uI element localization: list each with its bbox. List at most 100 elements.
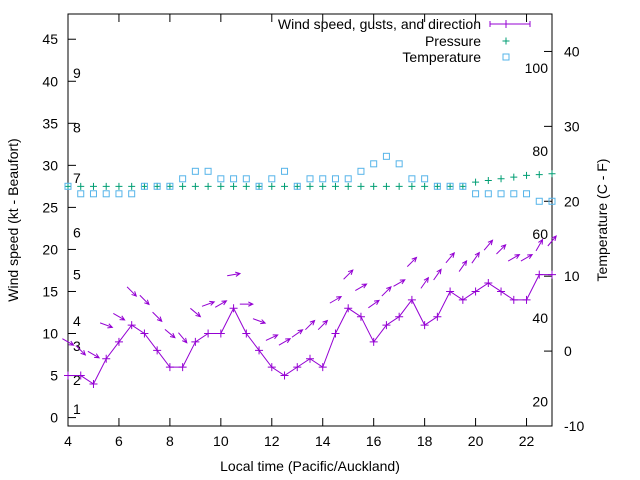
temperature-point <box>77 190 85 198</box>
pressure-point <box>344 182 352 190</box>
temperature-point <box>204 167 212 175</box>
temperature-point <box>331 175 339 183</box>
temperature-point <box>535 197 543 205</box>
y-axis-right-label: Temperature (C - F) <box>594 159 610 282</box>
wind-gust-arrow <box>445 251 456 264</box>
wind-speed-point <box>127 321 136 330</box>
wind-speed-point <box>471 287 480 296</box>
y-right-tick-label: 0 <box>564 343 572 359</box>
temperature-point <box>230 175 238 183</box>
wind-gust-arrow <box>317 319 329 331</box>
x-tick-label: 12 <box>264 433 280 449</box>
y-axis-left-label: Wind speed (kt - Beaufort) <box>5 138 21 301</box>
wind-gust-arrow <box>201 300 216 307</box>
y-left-tick-label: 45 <box>42 31 58 47</box>
pressure-point <box>446 182 454 190</box>
y-left-tick-label: 5 <box>50 368 58 384</box>
pressure-point <box>268 182 276 190</box>
fahrenheit-label: 40 <box>532 310 548 326</box>
wind-speed-point <box>204 329 213 338</box>
wind-gust-arrow <box>520 254 534 262</box>
wind-speed-point <box>331 329 340 338</box>
beaufort-label: 9 <box>73 65 81 81</box>
x-tick-label: 8 <box>166 433 174 449</box>
pressure-point <box>115 182 123 190</box>
wind-speed-point <box>318 363 327 372</box>
wind-speed-point <box>216 329 225 338</box>
wind-speed-point <box>535 270 544 279</box>
wind-gust-arrow <box>291 329 304 338</box>
wind-speed-point <box>369 337 378 346</box>
legend-temperature-swatch <box>502 53 510 61</box>
beaufort-label: 2 <box>73 372 81 388</box>
wind-gust-arrow <box>252 318 267 325</box>
temperature-point <box>115 190 123 198</box>
wind-speed-point <box>114 337 123 346</box>
beaufort-label: 1 <box>73 401 81 417</box>
wind-gust-arrow <box>355 283 368 291</box>
pressure-point <box>395 182 403 190</box>
pressure-point <box>459 182 467 190</box>
wind-speed-point <box>433 312 442 321</box>
temperature-point <box>268 175 276 183</box>
wind-speed-point <box>344 304 353 313</box>
wind-speed-point <box>153 346 162 355</box>
wind-gust-arrow <box>99 322 114 329</box>
wind-gust-arrow <box>75 345 87 356</box>
pressure-point <box>89 182 97 190</box>
wind-gust-arrow <box>305 319 316 331</box>
temperature-point <box>293 182 301 190</box>
temperature-point <box>281 167 289 175</box>
y-left-tick-label: 35 <box>42 115 58 131</box>
y-left-tick-label: 0 <box>50 410 58 426</box>
y-right-tick-label: 40 <box>564 43 580 59</box>
wind-speed-point <box>64 371 72 380</box>
temperature-point <box>497 190 505 198</box>
pressure-point <box>153 182 161 190</box>
axis-labels: Local time (Pacific/Auckland) Wind speed… <box>5 138 610 474</box>
temperature-point <box>217 175 225 183</box>
pressure-point <box>191 182 199 190</box>
pressure-point <box>281 182 289 190</box>
wind-speed-point <box>407 295 416 304</box>
pressure-point <box>242 182 250 190</box>
beaufort-label: 6 <box>73 225 81 241</box>
wind-speed-point <box>165 363 174 372</box>
pressure-point <box>128 182 136 190</box>
wind-gust-arrow <box>87 350 101 359</box>
y-right-tick-label: 20 <box>564 193 580 209</box>
wind-gust-arrow <box>368 299 380 309</box>
temperature-point <box>433 182 441 190</box>
temperature-point <box>64 182 72 190</box>
pressure-point <box>319 182 327 190</box>
axis-ticks: 4 6 8 10 12 14 16 18 20 22051015202530354045-1001… <box>42 14 584 449</box>
fahrenheit-label: 80 <box>532 143 548 159</box>
wind-speed-point <box>76 371 85 380</box>
temperature-point <box>306 175 314 183</box>
x-tick-label: 18 <box>417 433 433 449</box>
pressure-point <box>484 176 492 184</box>
wind-speed-point <box>191 337 200 346</box>
wind-gust-arrow <box>62 338 75 346</box>
wind-gust-arrow <box>152 311 163 323</box>
fahrenheit-label: 60 <box>532 226 548 242</box>
temperature-point <box>255 182 263 190</box>
y-right-tick-label: -10 <box>564 418 584 434</box>
x-tick-label: 14 <box>315 433 331 449</box>
fahrenheit-label: 100 <box>525 60 549 76</box>
beaufort-label: 4 <box>73 313 81 329</box>
pressure-point <box>166 182 174 190</box>
temperature-point <box>179 175 187 183</box>
temperature-point <box>446 182 454 190</box>
pressure-point <box>421 182 429 190</box>
temperature-point <box>510 190 518 198</box>
x-tick-label: 22 <box>519 433 535 449</box>
wind-speed-point <box>522 295 531 304</box>
wind-speed-point <box>306 354 314 363</box>
temperature-point <box>472 190 480 198</box>
pressure-point <box>140 182 148 190</box>
temperature-point <box>408 175 416 183</box>
y-left-tick-label: 40 <box>42 73 58 89</box>
wind-speed-point <box>89 379 98 388</box>
temperature-point <box>140 182 148 190</box>
